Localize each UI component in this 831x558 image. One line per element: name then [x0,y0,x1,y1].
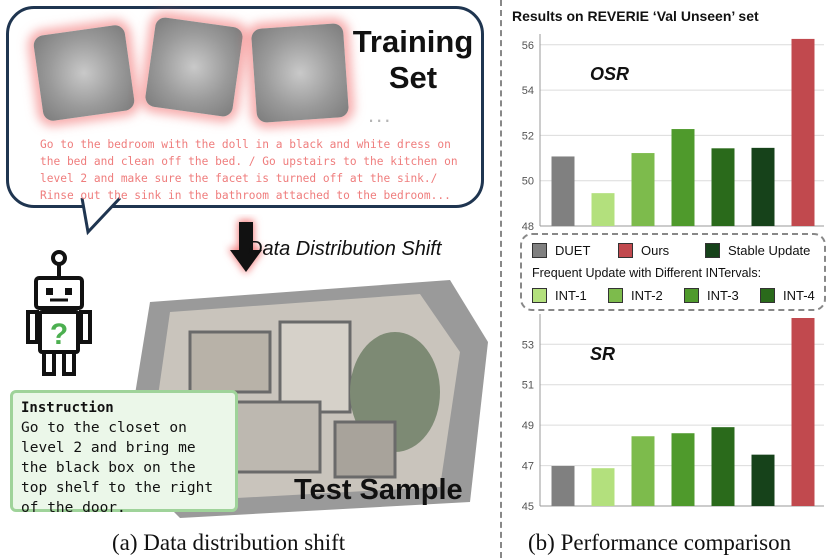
y-tick-label: 49 [522,420,534,432]
y-tick-label: 56 [522,40,534,52]
legend-subtitle: Frequent Update with Different INTervals… [532,266,762,280]
bar-ours [791,318,815,506]
bar-int-3 [671,129,695,226]
bar-stable-update [751,454,775,506]
legend-item-int-1: INT-1 [532,288,587,303]
metric-label: OSR [590,64,629,84]
caption-a: (a) Data distribution shift [112,530,346,555]
legend-item-stable-update: Stable Update [705,243,810,258]
distribution-shift-label: Data Distribution Shift [248,238,442,260]
bar-int-1 [591,468,615,506]
legend-swatch-int-2 [608,288,623,303]
training-set-title: Training Set [352,24,474,95]
bar-int-2 [631,153,655,226]
y-tick-label: 52 [522,130,534,142]
legend-swatch-stable-update [705,243,720,258]
bar-duet [551,156,575,226]
robot-icon: ? [26,250,92,376]
bar-duet [551,465,575,506]
legend-label-duet: DUET [555,243,591,258]
down-arrow-icon [228,220,264,274]
legend-swatch-int-1 [532,288,547,303]
metric-label: SR [590,344,615,364]
bar-int-3 [671,433,695,506]
bar-charts: 48 50 52 54 56 OSR 45 47 49 51 53 SR [522,34,824,513]
y-tick-label: 50 [522,176,534,188]
caption-b: (b) Performance comparison [528,530,792,555]
legend-swatch-ours [618,243,633,258]
legend-label-stable-update: Stable Update [728,243,811,258]
legend-item-ours: Ours [618,243,669,258]
legend-label-int-1: INT-1 [555,288,587,303]
legend-item-int-3: INT-3 [684,288,739,303]
legend-label-ours: Ours [641,243,670,258]
chart-legend: DUET Ours Stable Update Frequent Update … [520,233,826,311]
bar-int-1 [591,193,615,226]
training-map-thumbnail-2 [144,16,244,118]
legend-item-duet: DUET [532,243,590,258]
results-title: Results on REVERIE ‘Val Unseen’ set [512,8,759,24]
y-tick-label: 45 [522,501,534,513]
y-tick-label: 51 [522,380,534,392]
legend-label-int-2: INT-2 [631,288,663,303]
legend-label-int-4: INT-4 [783,288,815,303]
bar-int-2 [631,436,655,506]
bar-ours [791,38,815,227]
training-map-thumbnail-3 [250,22,350,124]
y-tick-label: 48 [522,221,534,233]
bar-int-4 [711,148,735,226]
ellipsis: ... [368,102,393,127]
legend-swatch-duet [532,243,547,258]
training-map-thumbnail-1 [32,24,136,122]
y-tick-label: 54 [522,85,534,97]
instruction-heading: Instruction [21,400,114,416]
bar-int-4 [711,427,735,506]
panel-divider [500,0,502,558]
legend-label-int-3: INT-3 [707,288,739,303]
test-sample-label: Test Sample [294,474,463,506]
y-tick-label: 47 [522,461,534,473]
legend-item-int-2: INT-2 [608,288,663,303]
y-tick-label: 53 [522,339,534,351]
legend-swatch-int-4 [760,288,775,303]
legend-item-int-4: INT-4 [760,288,815,303]
training-instructions: Go to the bedroom with the doll in a bla… [40,138,458,202]
instruction-text: Go to the closet on level 2 and bring me… [21,420,214,516]
legend-swatch-int-3 [684,288,699,303]
instruction-box: Instruction Go to the closet on level 2 … [10,390,238,516]
bubble-tail [80,196,122,236]
svg-text:?: ? [50,318,68,351]
bar-stable-update [751,147,775,226]
